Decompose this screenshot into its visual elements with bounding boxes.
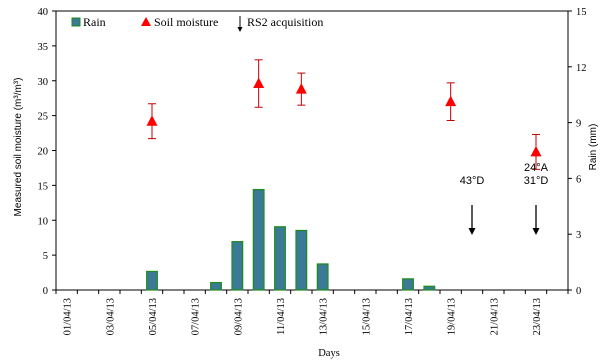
x-tick-label: 03/04/13: [105, 298, 116, 335]
rs2-arrow-head: [532, 228, 540, 235]
legend-soil-label: Soil moisture: [154, 15, 218, 29]
rain-bar: [252, 188, 265, 291]
y-left-tick-label: 30: [38, 77, 49, 88]
y-left-tick-label: 40: [38, 7, 49, 18]
x-tick-label: 19/04/13: [447, 298, 458, 335]
y-right-tick-label: 6: [576, 174, 581, 185]
legend-soil-marker: [141, 17, 151, 26]
rain-bar: [231, 241, 244, 291]
y-left-tick-label: 15: [38, 181, 49, 192]
y-right-tick-label: 3: [576, 230, 581, 241]
y-left-tick-label: 5: [43, 251, 48, 262]
soil-moisture-point: [146, 115, 158, 126]
y-right-tick-label: 15: [576, 7, 587, 18]
rs2-label: 31°D: [524, 175, 549, 187]
soil-moisture-point: [253, 77, 265, 89]
legend-rs2-label: RS2 acquisition: [247, 15, 323, 29]
x-tick-label: 15/04/13: [361, 298, 372, 335]
y-left-tick-label: 25: [38, 112, 49, 123]
x-axis-label: Days: [318, 348, 340, 359]
x-tick-label: 11/04/13: [276, 298, 287, 335]
y-left-tick-label: 10: [38, 216, 49, 227]
x-tick-label: 09/04/13: [233, 298, 244, 335]
legend-rs2-arrow-head: [237, 27, 243, 32]
rain-bar: [402, 278, 414, 291]
x-tick-label: 01/04/13: [63, 298, 74, 335]
legend-rain-swatch: [71, 17, 81, 27]
rain-bar: [423, 285, 436, 291]
y-left-tick-label: 0: [43, 286, 48, 297]
y-axis-label-right: Rain (mm): [588, 124, 599, 171]
y-left-tick-label: 20: [38, 147, 49, 158]
x-tick-label: 21/04/13: [489, 298, 500, 335]
y-right-tick-label: 0: [576, 286, 581, 297]
y-axis-label-left: Measured soil moisture (m³/m³): [13, 78, 24, 217]
plot-frame: [55, 10, 569, 291]
x-tick-label: 17/04/13: [404, 298, 415, 335]
x-tick-label: 07/04/13: [191, 298, 202, 335]
y-left-tick-label: 35: [38, 42, 49, 53]
x-tick-label: 05/04/13: [148, 298, 159, 335]
soil-moisture-point: [530, 145, 542, 157]
rain-bar: [316, 263, 329, 291]
rs2-label: 43°D: [460, 175, 485, 187]
legend: Rain Soil moisture RS2 acquisition: [71, 15, 323, 32]
rs2-label: 24°A: [524, 162, 549, 174]
rain-bar: [146, 270, 158, 291]
rain-bar: [210, 281, 222, 291]
x-tick-label: 23/04/13: [532, 298, 543, 335]
y-right-tick-label: 12: [576, 63, 587, 74]
soil-moisture-point: [445, 95, 457, 107]
rain-bar: [274, 226, 286, 291]
y-right-tick-label: 9: [576, 119, 581, 130]
rs2-arrow-head: [468, 228, 476, 235]
soil-moisture-point: [295, 83, 307, 94]
legend-rain-label: Rain: [83, 15, 106, 29]
x-tick-label: 13/04/13: [319, 298, 330, 335]
rain-bar: [295, 229, 308, 291]
